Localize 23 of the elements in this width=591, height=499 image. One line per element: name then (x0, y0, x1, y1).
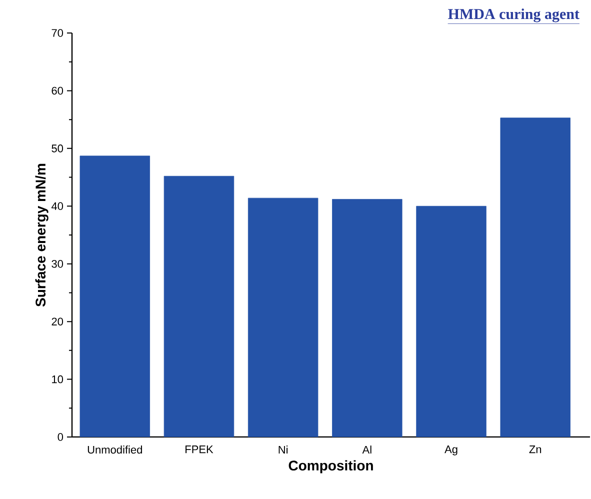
x-tick-label: FPEK (186, 446, 214, 454)
x-tick-label: Ag (444, 446, 458, 456)
bar (332, 199, 402, 437)
y-tick-label: 20 (52, 318, 64, 326)
bar (248, 198, 318, 437)
chart-title: HMDA curing agent (448, 8, 580, 22)
x-tick-label: Zn (529, 446, 542, 454)
bar (164, 176, 234, 437)
y-tick-label: 40 (51, 202, 64, 210)
x-tick-label: Al (362, 446, 372, 454)
y-tick-label: 0 (58, 433, 64, 441)
x-tick-label: Unmodified (88, 446, 142, 454)
bar (500, 118, 570, 437)
y-tick-label: 10 (52, 375, 64, 384)
x-axis-title: Composition (288, 460, 373, 474)
y-tick-label: 30 (52, 260, 64, 268)
y-tick-label: 60 (52, 86, 64, 95)
bar (416, 206, 486, 437)
y-tick-label: 70 (52, 29, 64, 37)
y-tick-label: 50 (52, 144, 64, 152)
y-axis-title: Surface energy mN/m (35, 164, 48, 307)
bar (80, 156, 150, 437)
x-tick-label: Ni (278, 446, 288, 454)
